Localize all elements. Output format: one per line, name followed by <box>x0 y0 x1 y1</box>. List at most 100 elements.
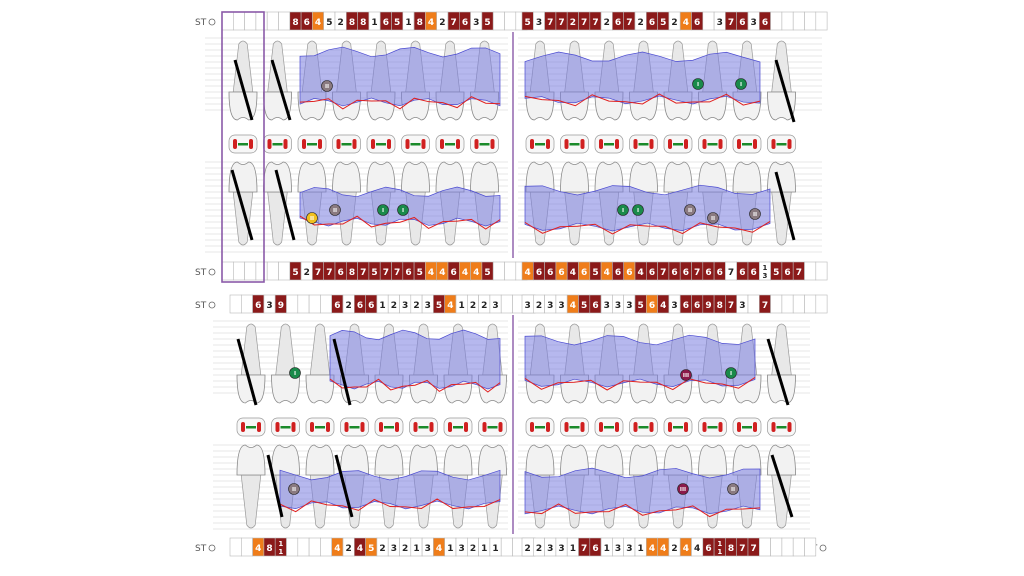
pocket-depth-lower-left-cell[interactable] <box>308 537 321 557</box>
pocket-depth-upper-right-cell[interactable] <box>747 294 760 314</box>
furcation-label: II <box>333 208 337 214</box>
occlusal-surface <box>297 134 327 154</box>
furcation-marker <box>692 78 704 90</box>
pocket-depth-lower-left-cell[interactable] <box>278 261 291 281</box>
pocket-depth-upper-right-cell[interactable] <box>815 294 828 314</box>
pocket-depth-upper-right-value: 7 <box>558 18 564 28</box>
restoration-mark <box>257 422 261 432</box>
pocket-depth-lower-right-value: 7 <box>751 544 757 554</box>
gear-icon[interactable] <box>208 301 216 309</box>
pocket-depth-lower-left-cell[interactable] <box>500 537 513 557</box>
implant-marker <box>270 59 292 121</box>
restoration-mark <box>702 139 707 149</box>
pocket-depth-lower-left-cell[interactable] <box>244 261 257 281</box>
pocket-depth-lower-right-cell[interactable] <box>781 537 794 557</box>
restoration-mark <box>753 139 757 149</box>
pocket-depth-upper-left-cell[interactable] <box>308 294 321 314</box>
pocket-depth-lower-right-cell[interactable] <box>804 261 817 281</box>
furcation-marker <box>680 369 692 381</box>
pocket-depth-upper-right-cell[interactable] <box>702 11 715 31</box>
pocket-depth-lower-right-cell[interactable] <box>804 537 817 557</box>
pocket-depth-lower-left-value: 5 <box>292 268 298 278</box>
pocket-depth-upper-right-value: 5 <box>525 18 531 28</box>
missing-teeth-bracket <box>221 11 265 283</box>
pocket-depth-lower-left-cell[interactable] <box>320 537 332 557</box>
pocket-depth-upper-right-cell[interactable] <box>770 11 783 31</box>
pocket-depth-lower-left-cell[interactable] <box>221 261 234 281</box>
pocket-depth-lower-right-value: 1 <box>604 544 610 554</box>
restoration-mark <box>336 139 341 149</box>
pocket-depth-upper-left-cell[interactable] <box>297 294 310 314</box>
pocket-depth-upper-left-cell[interactable] <box>286 294 299 314</box>
tooth <box>228 40 258 121</box>
pocket-depth-upper-left-cell[interactable] <box>500 294 513 314</box>
pocket-depth-lower-right-cell[interactable] <box>758 537 771 557</box>
st-label: ST <box>195 268 207 278</box>
pocket-depth-upper-left-value: 3 <box>266 301 272 311</box>
pocket-depth-upper-right-value: 7 <box>592 18 598 28</box>
tooth-crown <box>663 161 693 193</box>
pocket-depth-upper-right-cell[interactable] <box>781 11 794 31</box>
pocket-depth-upper-right-cell[interactable] <box>804 11 817 31</box>
pocket-depth-upper-left-cell[interactable] <box>504 11 517 31</box>
pocket-depth-lower-left-value: 1 <box>492 544 498 554</box>
tooth-crown <box>525 161 555 193</box>
pocket-depth-lower-right-cell[interactable] <box>770 537 783 557</box>
bone-level-area <box>329 329 501 390</box>
pocket-depth-upper-right-value: 5 <box>638 301 644 311</box>
gear-icon[interactable] <box>208 268 216 276</box>
pocket-depth-upper-left-value: 3 <box>425 301 431 311</box>
gear-icon[interactable] <box>208 18 216 26</box>
pocket-depth-lower-right-value: 6 <box>581 268 587 278</box>
pocket-depth-lower-left-cell[interactable] <box>233 261 245 281</box>
pocket-depth-upper-left-cell[interactable] <box>229 294 242 314</box>
pocket-depth-lower-right-value: 3 <box>615 544 621 554</box>
pocket-depth-lower-left-cell[interactable] <box>266 261 279 281</box>
pocket-depth-upper-left-cell[interactable] <box>492 11 505 31</box>
pocket-depth-lower-right-value: 8 <box>728 544 734 554</box>
pocket-depth-lower-right-value: 3 <box>558 544 564 554</box>
pocket-depth-upper-left-cell[interactable] <box>278 11 291 31</box>
pocket-depth-lower-left-cell[interactable] <box>492 261 505 281</box>
gear-icon[interactable] <box>819 544 827 552</box>
pocket-depth-lower-right-value: 4 <box>694 544 700 554</box>
pocket-depth-lower-left-cell[interactable] <box>504 261 517 281</box>
pocket-depth-lower-left-cell[interactable] <box>255 261 268 281</box>
pocket-depth-upper-left-cell[interactable] <box>266 11 279 31</box>
restoration-mark <box>615 422 619 432</box>
pocket-depth-upper-right-cell[interactable] <box>781 294 794 314</box>
pocket-depth-upper-right-cell[interactable] <box>815 11 828 31</box>
pocket-depth-lower-right-value: 3 <box>626 544 632 554</box>
pocket-depth-lower-right-cell[interactable] <box>792 537 805 557</box>
pocket-depth-upper-left-cell[interactable] <box>233 11 245 31</box>
restoration-mark <box>482 422 487 432</box>
pocket-depth-upper-left-cell[interactable] <box>241 294 253 314</box>
restoration-mark <box>429 422 434 432</box>
pocket-depth-upper-right-value: 7 <box>547 18 553 28</box>
restoration-mark <box>546 422 550 432</box>
pocket-depth-lower-left-cell[interactable] <box>297 537 310 557</box>
pocket-depth-upper-left-cell[interactable] <box>255 11 268 31</box>
pocket-depth-upper-right-value: 4 <box>683 18 689 28</box>
pocket-depth-upper-right-cell[interactable] <box>792 294 805 314</box>
restoration-mark <box>479 143 490 146</box>
pocket-depth-lower-left-cell[interactable] <box>241 537 253 557</box>
pocket-depth-lower-left-cell[interactable] <box>229 537 242 557</box>
gear-icon[interactable] <box>208 544 216 552</box>
pocket-depth-upper-right-cell[interactable] <box>770 294 783 314</box>
pocket-depth-upper-right-cell[interactable] <box>804 294 817 314</box>
restoration-mark <box>604 426 614 429</box>
pocket-depth-lower-right-value: 4 <box>604 268 610 278</box>
pocket-depth-lower-right-cell[interactable] <box>815 261 828 281</box>
tooth-crown <box>732 444 762 476</box>
pocket-depth-upper-left-cell[interactable] <box>221 11 234 31</box>
pocket-depth-upper-left-value: 5 <box>394 18 400 28</box>
furcation-label: I <box>382 208 384 214</box>
pocket-depth-upper-right-value: 6 <box>694 301 700 311</box>
pocket-depth-upper-left-cell[interactable] <box>244 11 257 31</box>
pocket-depth-upper-left-cell[interactable] <box>320 294 332 314</box>
pocket-depth-lower-left-cell[interactable] <box>286 537 299 557</box>
pocket-depth-upper-right-cell[interactable] <box>792 11 805 31</box>
tooth-crown <box>435 161 465 193</box>
occlusal-surface <box>698 417 727 437</box>
